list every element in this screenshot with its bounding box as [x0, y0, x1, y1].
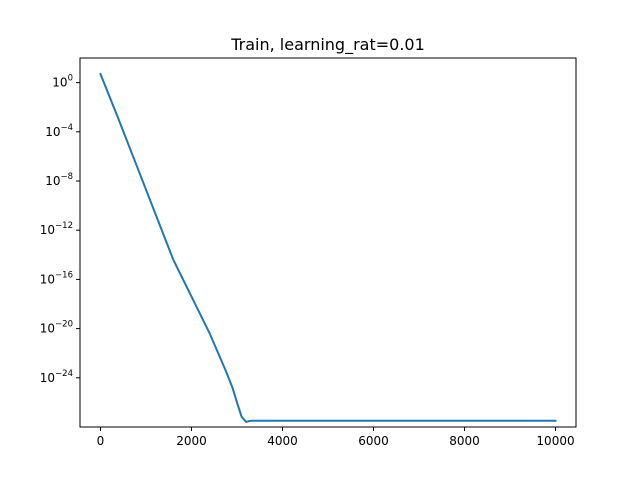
y-tick-label: 10−12 — [40, 221, 73, 237]
chart-title: Train, learning_rat=0.01 — [230, 35, 425, 55]
x-tick-label: 4000 — [267, 434, 298, 448]
y-tick-label: 10−16 — [40, 270, 73, 286]
plot-area — [99, 72, 557, 423]
x-tick-label: 10000 — [536, 434, 574, 448]
y-tick-label: 10−8 — [45, 172, 73, 188]
y-tick-label: 10−4 — [45, 123, 73, 139]
y-tick-label: 10−24 — [40, 369, 73, 385]
y-tick-label: 10−20 — [40, 320, 73, 336]
x-tick-label: 8000 — [449, 434, 480, 448]
y-axis: 100 10−4 10−8 10−12 10−16 10−20 10−24 — [40, 74, 80, 385]
x-tick-label: 2000 — [176, 434, 207, 448]
x-axis: 0 2000 4000 6000 8000 10000 — [97, 427, 575, 448]
y-tick-label: 100 — [52, 74, 73, 90]
x-tick-label: 0 — [97, 434, 105, 448]
series-line-0 — [99, 72, 557, 423]
axes-frame — [79, 57, 577, 428]
x-tick-label: 6000 — [358, 434, 389, 448]
